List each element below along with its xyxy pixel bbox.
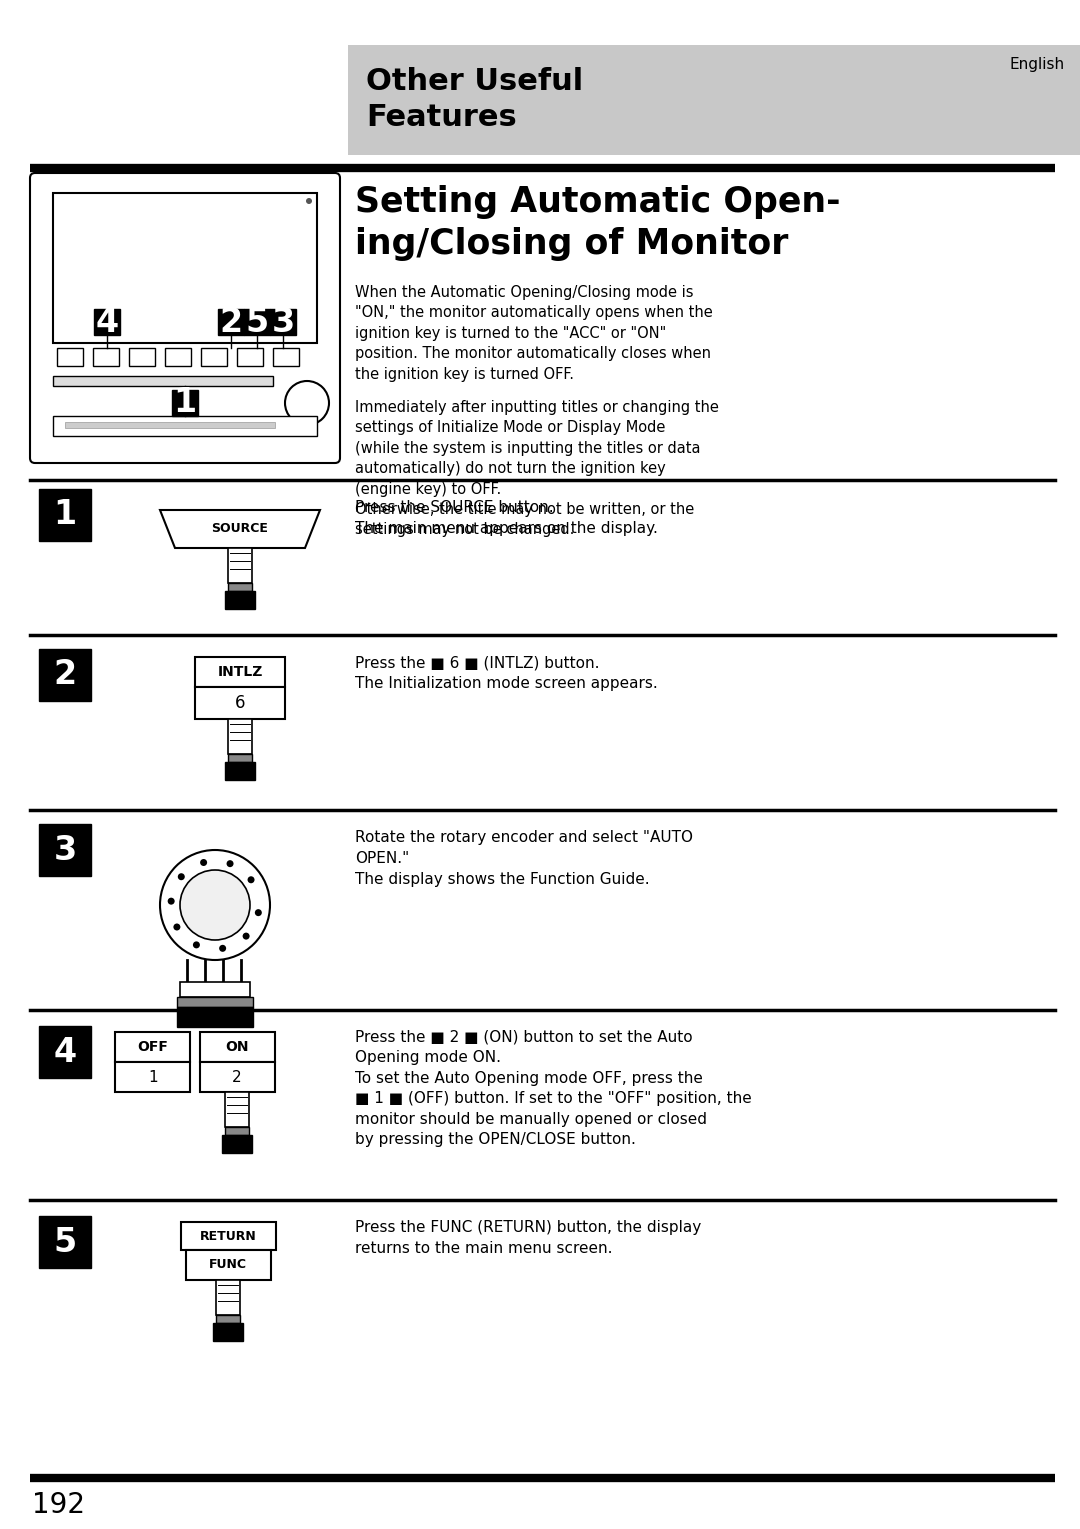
Text: 2: 2	[232, 1069, 242, 1084]
Text: 192: 192	[32, 1491, 85, 1518]
Text: Immediately after inputting titles or changing the
settings of Initialize Mode o: Immediately after inputting titles or ch…	[355, 401, 719, 537]
Bar	[39, 489, 91, 541]
Bar	[228, 583, 252, 592]
Bar	[53, 416, 318, 436]
Text: RETURN: RETURN	[200, 1229, 256, 1243]
Bar	[237, 349, 264, 365]
Circle shape	[227, 861, 233, 867]
Bar	[195, 657, 285, 687]
Bar	[225, 761, 255, 780]
Circle shape	[180, 870, 249, 940]
Polygon shape	[160, 511, 320, 547]
Text: 5: 5	[53, 1226, 77, 1258]
Bar	[57, 349, 83, 365]
Bar	[222, 1135, 252, 1153]
Bar	[53, 376, 273, 385]
Text: 4: 4	[53, 1035, 77, 1069]
Bar	[39, 824, 91, 876]
Bar	[270, 309, 296, 335]
Text: 2: 2	[219, 306, 243, 338]
Bar	[201, 349, 227, 365]
Text: Features: Features	[366, 102, 516, 131]
Bar	[273, 349, 299, 365]
Text: Setting Automatic Open-: Setting Automatic Open-	[355, 185, 840, 219]
Bar	[225, 1092, 249, 1127]
Text: INTLZ: INTLZ	[217, 665, 262, 679]
Bar	[53, 193, 318, 342]
Bar	[200, 1063, 275, 1092]
Circle shape	[255, 910, 261, 916]
Text: 3: 3	[271, 306, 295, 338]
Text: 1: 1	[174, 387, 197, 419]
Bar	[177, 997, 253, 1008]
Bar	[195, 687, 285, 719]
Bar	[216, 1280, 240, 1315]
Bar	[172, 390, 198, 416]
Text: ON: ON	[226, 1040, 248, 1053]
Circle shape	[219, 945, 226, 953]
Text: OFF: OFF	[137, 1040, 168, 1053]
Bar	[65, 422, 275, 428]
Bar	[181, 1222, 276, 1251]
Text: 1: 1	[53, 498, 77, 532]
Bar	[244, 309, 270, 335]
Bar	[228, 547, 252, 583]
Circle shape	[285, 381, 329, 425]
Bar	[39, 1216, 91, 1268]
Circle shape	[174, 924, 180, 931]
Bar	[165, 349, 191, 365]
Bar	[216, 1315, 240, 1323]
Text: 1: 1	[148, 1069, 158, 1084]
Bar	[177, 1008, 253, 1027]
Circle shape	[160, 850, 270, 960]
Text: Rotate the rotary encoder and select "AUTO
OPEN."
The display shows the Function: Rotate the rotary encoder and select "AU…	[355, 830, 693, 887]
Text: ing/Closing of Monitor: ing/Closing of Monitor	[355, 226, 788, 261]
Text: Press the ■ 6 ■ (INTLZ) button.
The Initialization mode screen appears.: Press the ■ 6 ■ (INTLZ) button. The Init…	[355, 654, 658, 691]
Text: Press the SOURCE button.
The main menu appears on the display.: Press the SOURCE button. The main menu a…	[355, 500, 658, 537]
Text: SOURCE: SOURCE	[212, 523, 269, 535]
Bar	[39, 1026, 91, 1078]
Text: 4: 4	[95, 306, 119, 338]
Bar	[348, 44, 1080, 154]
Text: When the Automatic Opening/Closing mode is
"ON," the monitor automatically opens: When the Automatic Opening/Closing mode …	[355, 284, 713, 382]
Text: Other Useful: Other Useful	[366, 67, 583, 96]
Text: 6: 6	[234, 694, 245, 713]
Bar	[186, 1251, 271, 1280]
Bar	[39, 648, 91, 700]
Text: Press the FUNC (RETURN) button, the display
returns to the main menu screen.: Press the FUNC (RETURN) button, the disp…	[355, 1220, 701, 1255]
Circle shape	[167, 898, 175, 905]
Circle shape	[247, 876, 255, 884]
Text: English: English	[1010, 57, 1065, 72]
Bar	[228, 719, 252, 754]
Text: FUNC: FUNC	[210, 1258, 247, 1272]
Bar	[180, 982, 249, 997]
Bar	[225, 592, 255, 609]
Bar	[94, 309, 120, 335]
Text: 3: 3	[53, 833, 77, 867]
Bar	[225, 1127, 249, 1135]
Bar	[218, 309, 244, 335]
Circle shape	[200, 859, 207, 865]
Bar	[228, 754, 252, 761]
Circle shape	[178, 873, 185, 881]
Bar	[114, 1063, 190, 1092]
Text: 2: 2	[53, 659, 77, 691]
Bar	[114, 1032, 190, 1063]
Bar	[200, 1032, 275, 1063]
Circle shape	[193, 942, 200, 948]
Circle shape	[243, 933, 249, 940]
Bar	[129, 349, 156, 365]
Bar	[93, 349, 119, 365]
FancyBboxPatch shape	[30, 173, 340, 463]
Text: 5: 5	[245, 306, 269, 338]
Circle shape	[306, 197, 312, 203]
Text: Press the ■ 2 ■ (ON) button to set the Auto
Opening mode ON.
To set the Auto Ope: Press the ■ 2 ■ (ON) button to set the A…	[355, 1031, 752, 1147]
Bar	[213, 1323, 243, 1341]
